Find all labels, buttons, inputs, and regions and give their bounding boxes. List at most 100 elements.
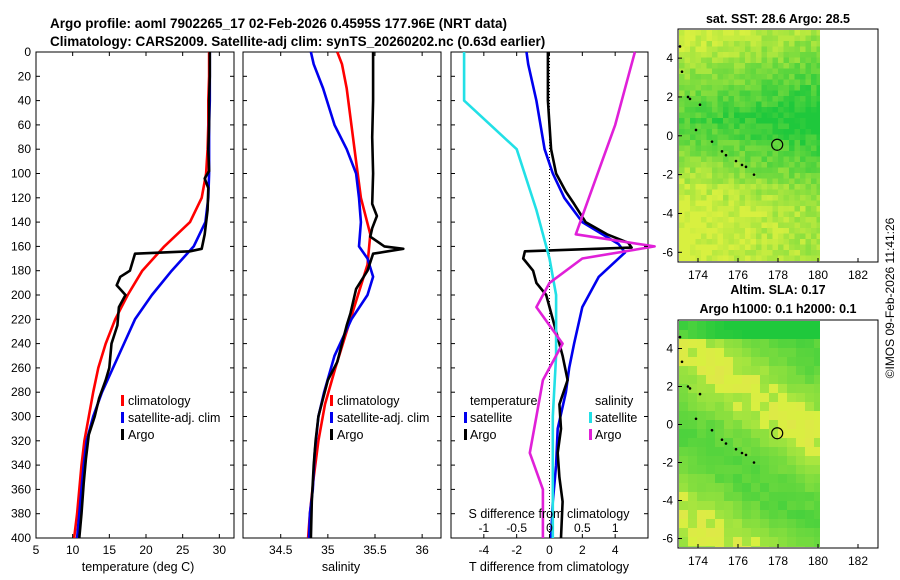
map-cell (717, 68, 723, 74)
map-cell (697, 411, 706, 420)
map-cell (811, 184, 817, 190)
map-cell (695, 140, 701, 146)
map-cell (767, 167, 773, 173)
map-cell (814, 366, 820, 375)
map-cell (679, 546, 688, 547)
coast-dot (720, 150, 724, 153)
map-cell (688, 501, 697, 510)
map-cell (796, 447, 805, 456)
map-cell (769, 519, 778, 528)
map-cell (767, 90, 773, 96)
map-cell (734, 57, 740, 63)
map-cell (679, 420, 688, 429)
map-cell (697, 483, 706, 492)
map-cell (690, 151, 696, 157)
map-cell (701, 101, 707, 107)
map-cell (715, 537, 724, 546)
map-cell (760, 330, 769, 339)
map-cell (701, 74, 707, 80)
map-cell (805, 162, 811, 168)
map-cell (783, 250, 789, 256)
map-cell (679, 52, 685, 58)
map-cell (811, 233, 817, 239)
map-cell (712, 211, 718, 217)
map-x-tick-label: 182 (848, 268, 868, 282)
map-y-tick-label: 2 (666, 90, 673, 104)
map-cell (796, 321, 805, 330)
map-cell (695, 233, 701, 239)
map-cell (717, 123, 723, 129)
map-cell (717, 206, 723, 212)
map-cell (695, 217, 701, 223)
map-cell (690, 189, 696, 195)
map-cell (712, 239, 718, 245)
map-cell (679, 74, 685, 80)
map-cell (778, 195, 784, 201)
map-cell (800, 228, 806, 234)
coast-dot (752, 461, 756, 464)
map-cell (789, 68, 795, 74)
map-cell (783, 206, 789, 212)
map-cell (734, 217, 740, 223)
map-cell (787, 528, 796, 537)
map-cell (712, 206, 718, 212)
map-cell (778, 438, 787, 447)
map-cell (697, 393, 706, 402)
map-cell (706, 200, 712, 206)
map-cell (701, 189, 707, 195)
map-cell (717, 41, 723, 47)
map-cell (695, 118, 701, 124)
map-cell (761, 41, 767, 47)
map-y-tick-label: -4 (662, 206, 673, 220)
map-cell (679, 41, 685, 47)
map-cell (739, 96, 745, 102)
temperature-xlabel: temperature (deg C) (82, 560, 195, 574)
map-cell (679, 151, 685, 157)
map-cell (750, 222, 756, 228)
map-cell (778, 101, 784, 107)
map-cell (717, 140, 723, 146)
map-cell (761, 228, 767, 234)
map-cell (761, 123, 767, 129)
map-cell (742, 420, 751, 429)
map-x-tick-label: 180 (808, 554, 828, 568)
map-cell (679, 173, 685, 179)
map-y-tick-label: -4 (662, 494, 673, 508)
map-cell (734, 41, 740, 47)
map-cell (750, 129, 756, 135)
map-cell (739, 156, 745, 162)
map-cell (745, 46, 751, 52)
map-cell (712, 112, 718, 118)
map-cell (778, 420, 787, 429)
map-cell (684, 233, 690, 239)
map-cell (728, 112, 734, 118)
map-cell (778, 118, 784, 124)
map-cell (787, 348, 796, 357)
map-cell (739, 52, 745, 58)
map-cell (805, 411, 814, 420)
map-cell (742, 465, 751, 474)
map-cell (717, 167, 723, 173)
map-cell (811, 145, 817, 151)
map-cell (742, 402, 751, 411)
map-cell (772, 162, 778, 168)
map-cell (706, 510, 715, 519)
map-cell (751, 330, 760, 339)
map-cell (717, 222, 723, 228)
map-cell (706, 167, 712, 173)
map-cell (814, 465, 820, 474)
map-cell (684, 167, 690, 173)
map-cell (756, 167, 762, 173)
map-cell (811, 30, 817, 36)
map-cell (742, 519, 751, 528)
map-cell (767, 101, 773, 107)
map-cell (772, 255, 778, 261)
map-cell (712, 244, 718, 250)
map-cell (756, 250, 762, 256)
map-cell (814, 330, 820, 339)
map-cell (767, 68, 773, 74)
map-cell (811, 90, 817, 96)
map-cell (789, 145, 795, 151)
map-cell (739, 46, 745, 52)
map-cell (772, 30, 778, 36)
